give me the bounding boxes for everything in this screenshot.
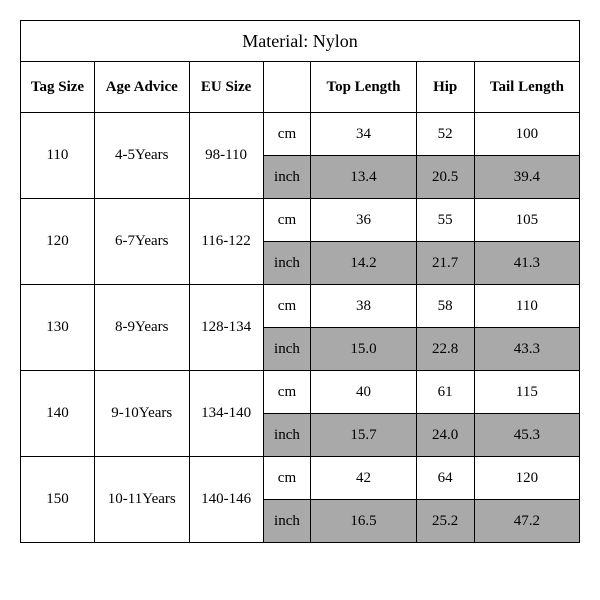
cell-tail: 110 bbox=[474, 285, 579, 328]
cell-unit: inch bbox=[263, 500, 311, 543]
table-row: 140 9-10Years 134-140 cm 40 61 115 bbox=[21, 371, 580, 414]
size-table: Material: Nylon Tag Size Age Advice EU S… bbox=[20, 20, 580, 543]
cell-tag: 130 bbox=[21, 285, 95, 371]
table-title: Material: Nylon bbox=[21, 21, 580, 62]
cell-unit: inch bbox=[263, 414, 311, 457]
cell-top: 16.5 bbox=[311, 500, 416, 543]
cell-tail: 105 bbox=[474, 199, 579, 242]
col-top-length: Top Length bbox=[311, 62, 416, 113]
cell-tail: 43.3 bbox=[474, 328, 579, 371]
cell-unit: cm bbox=[263, 199, 311, 242]
cell-top: 34 bbox=[311, 113, 416, 156]
cell-top: 13.4 bbox=[311, 156, 416, 199]
cell-eu: 128-134 bbox=[189, 285, 263, 371]
cell-unit: cm bbox=[263, 371, 311, 414]
cell-top: 15.0 bbox=[311, 328, 416, 371]
cell-eu: 134-140 bbox=[189, 371, 263, 457]
cell-unit: cm bbox=[263, 113, 311, 156]
col-hip: Hip bbox=[416, 62, 474, 113]
cell-top: 42 bbox=[311, 457, 416, 500]
cell-top: 15.7 bbox=[311, 414, 416, 457]
cell-tag: 140 bbox=[21, 371, 95, 457]
cell-age: 10-11Years bbox=[94, 457, 189, 543]
col-age-advice: Age Advice bbox=[94, 62, 189, 113]
title-row: Material: Nylon bbox=[21, 21, 580, 62]
cell-hip: 55 bbox=[416, 199, 474, 242]
cell-tail: 47.2 bbox=[474, 500, 579, 543]
cell-eu: 140-146 bbox=[189, 457, 263, 543]
cell-age: 4-5Years bbox=[94, 113, 189, 199]
cell-tail: 39.4 bbox=[474, 156, 579, 199]
cell-tail: 100 bbox=[474, 113, 579, 156]
header-row: Tag Size Age Advice EU Size Top Length H… bbox=[21, 62, 580, 113]
cell-age: 8-9Years bbox=[94, 285, 189, 371]
cell-hip: 22.8 bbox=[416, 328, 474, 371]
cell-hip: 52 bbox=[416, 113, 474, 156]
cell-hip: 25.2 bbox=[416, 500, 474, 543]
cell-top: 36 bbox=[311, 199, 416, 242]
cell-tag: 150 bbox=[21, 457, 95, 543]
cell-unit: inch bbox=[263, 328, 311, 371]
cell-tail: 45.3 bbox=[474, 414, 579, 457]
cell-tag: 120 bbox=[21, 199, 95, 285]
cell-hip: 61 bbox=[416, 371, 474, 414]
col-tail-length: Tail Length bbox=[474, 62, 579, 113]
cell-top: 14.2 bbox=[311, 242, 416, 285]
cell-top: 38 bbox=[311, 285, 416, 328]
table-row: 150 10-11Years 140-146 cm 42 64 120 bbox=[21, 457, 580, 500]
cell-hip: 24.0 bbox=[416, 414, 474, 457]
cell-unit: cm bbox=[263, 457, 311, 500]
cell-tag: 110 bbox=[21, 113, 95, 199]
table-row: 130 8-9Years 128-134 cm 38 58 110 bbox=[21, 285, 580, 328]
cell-tail: 41.3 bbox=[474, 242, 579, 285]
col-tag-size: Tag Size bbox=[21, 62, 95, 113]
cell-hip: 58 bbox=[416, 285, 474, 328]
cell-top: 40 bbox=[311, 371, 416, 414]
cell-age: 9-10Years bbox=[94, 371, 189, 457]
cell-hip: 64 bbox=[416, 457, 474, 500]
table-row: 110 4-5Years 98-110 cm 34 52 100 bbox=[21, 113, 580, 156]
size-chart-table: Material: Nylon Tag Size Age Advice EU S… bbox=[20, 20, 580, 543]
table-row: 120 6-7Years 116-122 cm 36 55 105 bbox=[21, 199, 580, 242]
cell-unit: inch bbox=[263, 242, 311, 285]
cell-hip: 21.7 bbox=[416, 242, 474, 285]
cell-eu: 98-110 bbox=[189, 113, 263, 199]
cell-tail: 120 bbox=[474, 457, 579, 500]
cell-eu: 116-122 bbox=[189, 199, 263, 285]
cell-hip: 20.5 bbox=[416, 156, 474, 199]
cell-age: 6-7Years bbox=[94, 199, 189, 285]
cell-unit: cm bbox=[263, 285, 311, 328]
cell-tail: 115 bbox=[474, 371, 579, 414]
col-eu-size: EU Size bbox=[189, 62, 263, 113]
col-unit bbox=[263, 62, 311, 113]
cell-unit: inch bbox=[263, 156, 311, 199]
